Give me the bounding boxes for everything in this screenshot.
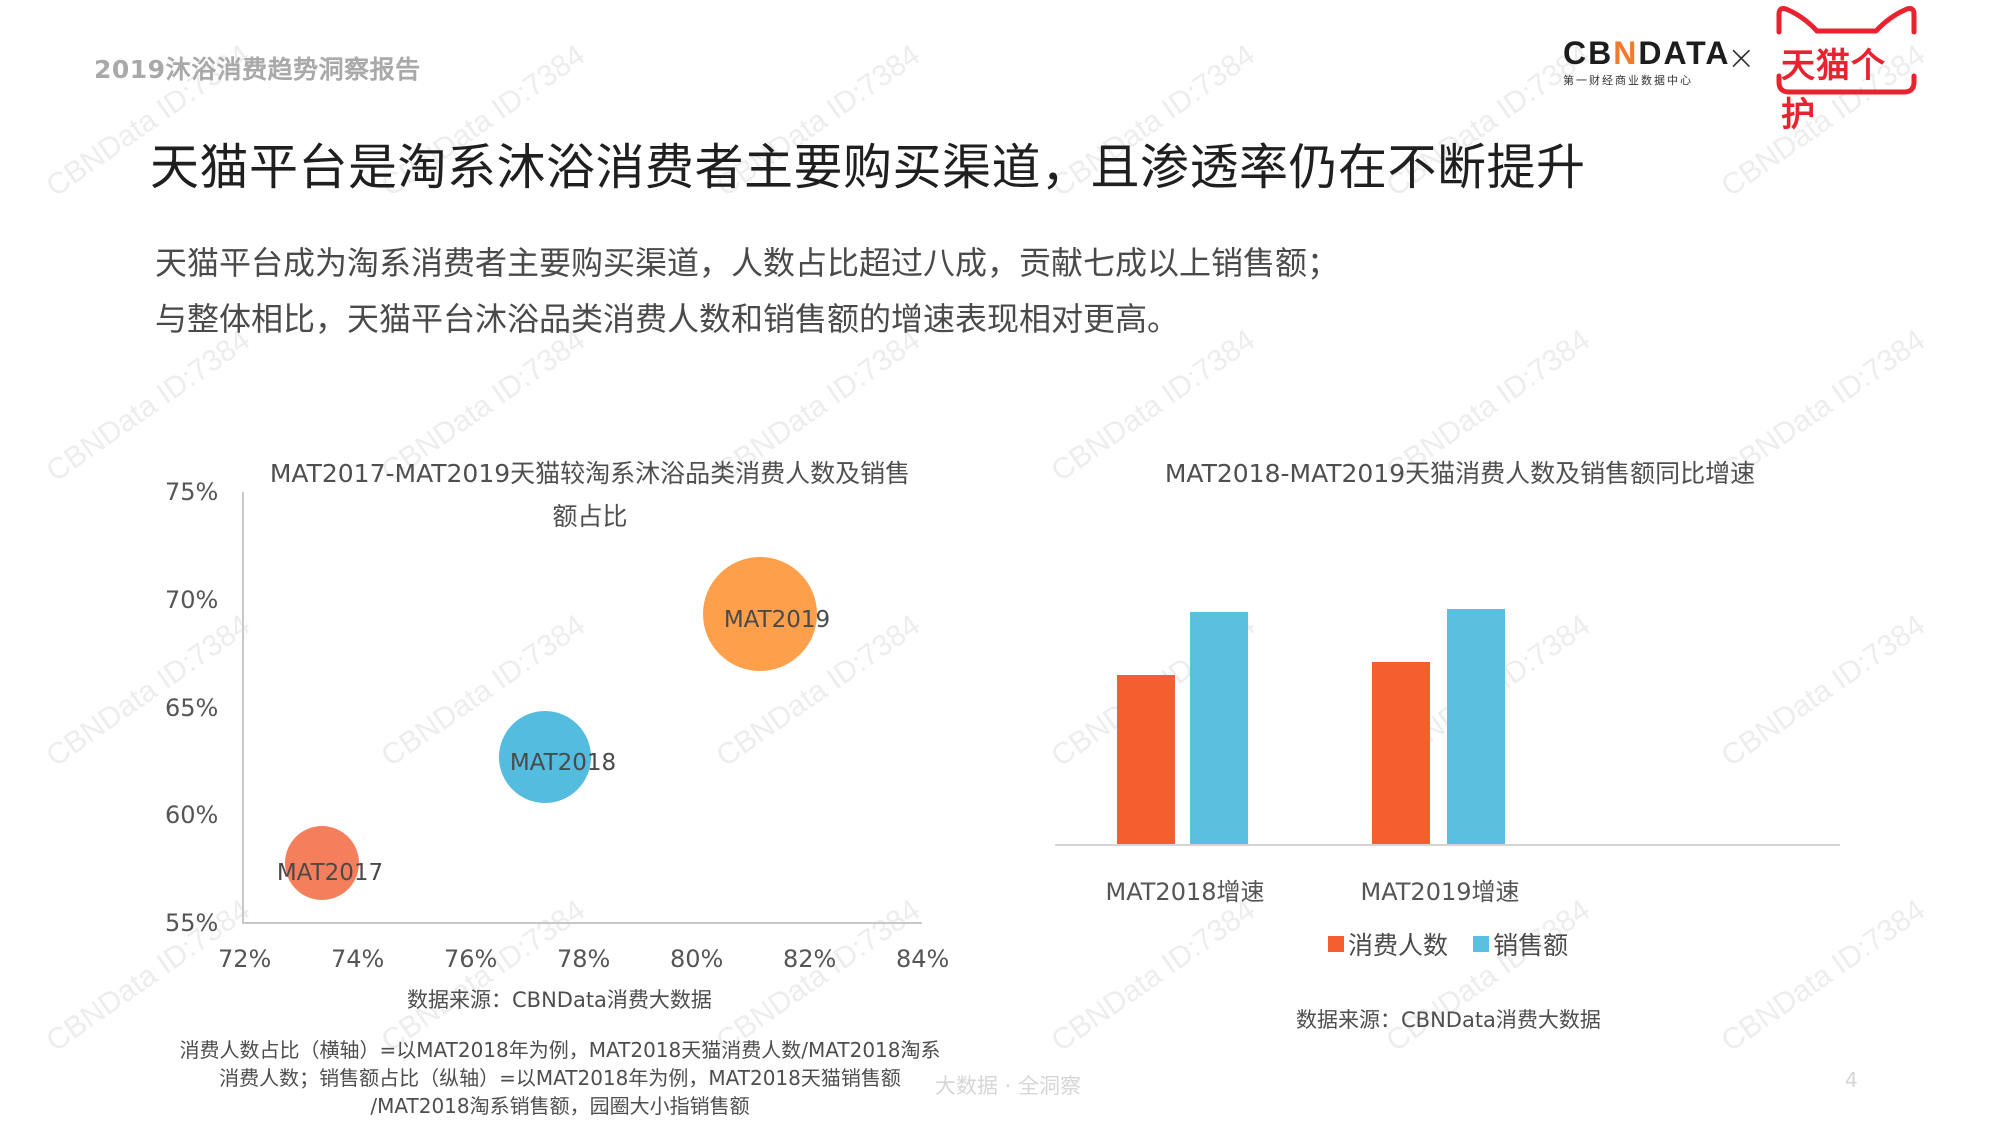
footnote: 消费人数占比（横轴）=以MAT2018年为例，MAT2018天猫消费人数/MAT… [179,1038,941,1118]
bubble-chart-source: 数据来源：CBNData消费大数据 [407,988,712,1012]
tmall-logo-text: 天猫个护 [1781,46,1886,135]
legend-item-consumers: 消费人数 [1328,926,1448,962]
y-tick: 75% [165,478,219,506]
bar-mat2018-consumers [1117,675,1175,844]
x-tick: 80% [670,945,724,973]
cbndata-wordmark: CBNDATA [1563,35,1731,71]
tmall-cat-outline-icon [1776,6,1917,95]
x-tick: 78% [557,945,611,973]
bubble-label: MAT2017 [276,860,384,886]
watermark: CBNData ID:7384 [375,893,592,1059]
bar-mat2019-consumers [1372,662,1430,844]
y-tick: 55% [165,909,219,937]
y-tick: 60% [165,801,219,829]
summary: 天猫平台成为淘系消费者主要购买渠道，人数占比超过八成，贡献七成以上销售额； 与整… [155,235,1339,347]
times-icon: × [1727,38,1756,78]
bar-chart-source: 数据来源：CBNData消费大数据 [1296,1008,1601,1032]
legend-item-sales: 销售额 [1473,926,1568,962]
bubble-chart-title: MAT2017-MAT2019天猫较淘系沐浴品类消费人数及销售 额占比 [269,459,911,531]
footer-slogan: 大数据 · 全洞察 [935,1074,1082,1098]
bubble-label: MAT2018 [509,750,617,776]
page-title: 天猫平台是淘系沐浴消费者主要购买渠道，且渗透率仍在不断提升 [150,139,1586,196]
watermark: CBNData ID:7384 [1715,608,1932,774]
bar-mat2019-sales [1447,609,1505,844]
page-number: 4 [1845,1068,1858,1092]
y-tick: 65% [165,694,219,722]
x-category: MAT2018增速 [1105,878,1265,906]
bar-chart-title: MAT2018-MAT2019天猫消费人数及销售额同比增速 [1164,459,1756,488]
x-tick: 72% [218,945,272,973]
watermark: CBNData ID:7384 [40,893,257,1059]
report-title: 2019沐浴消费趋势洞察报告 [94,55,421,84]
watermark: CBNData ID:7384 [1045,893,1262,1059]
watermark: CBNData ID:7384 [40,323,257,489]
bubble-mat2019 [703,557,817,671]
bar-legend: 消费人数 销售额 [1328,926,1588,962]
legend-swatch-icon [1473,936,1490,952]
summary-line: 天猫平台成为淘系消费者主要购买渠道，人数占比超过八成，贡献七成以上销售额； [155,244,1340,282]
y-axis-line [242,492,244,923]
cbndata-subtitle: 第一财经商业数据中心 [1563,74,1693,87]
x-tick: 82% [783,945,837,973]
summary-line: 与整体相比，天猫平台沐浴品类消费人数和销售额的增速表现相对更高。 [155,300,1180,338]
watermark: CBNData ID:7384 [710,893,927,1059]
watermark: CBNData ID:7384 [1715,893,1932,1059]
cbndata-logo: CBNDATA 第一财经商业数据中心 [1563,35,1731,92]
watermark: CBNData ID:7384 [40,608,257,774]
x-tick: 76% [444,945,498,973]
x-tick: 74% [331,945,385,973]
x-axis-line [242,922,922,924]
y-tick: 70% [165,586,219,614]
x-tick: 84% [896,945,950,973]
x-category: MAT2019增速 [1360,878,1520,906]
bubble-mat2018 [499,711,591,803]
watermark: CBNData ID:7384 [1380,893,1597,1059]
tmall-logo: 天猫个护 [1773,4,1920,135]
bar-mat2018-sales [1190,612,1248,844]
legend-swatch-icon [1328,936,1344,952]
x-axis-line [1055,844,1840,846]
bubble-label: MAT2019 [723,607,831,633]
bubble-mat2017 [285,826,359,900]
